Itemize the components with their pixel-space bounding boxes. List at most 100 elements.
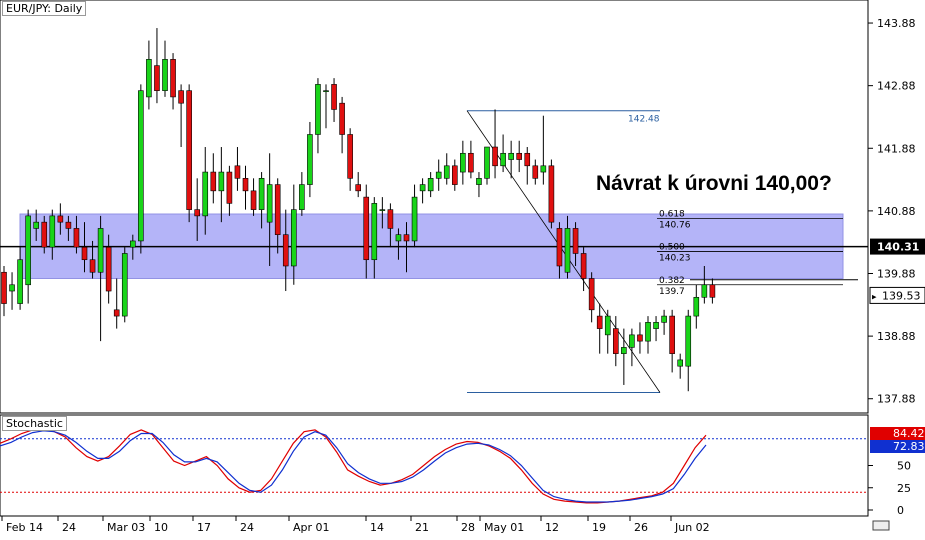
x-axis-tick-label: 24 bbox=[62, 521, 76, 534]
candle-body bbox=[427, 178, 434, 192]
candle-body bbox=[347, 134, 353, 179]
candle-body bbox=[669, 315, 675, 354]
x-axis-tick-label: 17 bbox=[197, 521, 211, 534]
candle-body bbox=[524, 152, 531, 167]
candle-body bbox=[403, 234, 410, 242]
annotation-text: Návrat k úrovni 140,00? bbox=[596, 172, 832, 195]
x-axis-tick-label: 28 bbox=[461, 521, 475, 534]
fib-price-label: 139.7 bbox=[659, 287, 685, 297]
scroll-icon bbox=[872, 520, 890, 531]
fib-trend-line bbox=[466, 110, 661, 393]
candle-body bbox=[65, 221, 72, 229]
candle-body bbox=[637, 334, 643, 342]
candle-body bbox=[113, 309, 120, 317]
candle-body bbox=[234, 165, 241, 179]
candle-body bbox=[146, 59, 152, 98]
x-axis-tick-label: 19 bbox=[592, 521, 606, 534]
x-axis-tick-label: 14 bbox=[370, 521, 384, 534]
last-price-label: 139.53 bbox=[882, 289, 921, 302]
candle-body bbox=[315, 84, 321, 135]
last-price-box bbox=[869, 286, 925, 304]
candle-body bbox=[629, 334, 635, 348]
candle-body bbox=[556, 228, 563, 267]
fib-price-label: 140.76 bbox=[659, 220, 691, 230]
current-price-label: 140.31 bbox=[877, 241, 919, 254]
x-axis-tick-label: 12 bbox=[545, 521, 559, 534]
x-axis-tick-label: 26 bbox=[634, 521, 648, 534]
candle-body bbox=[564, 228, 571, 273]
candle-body bbox=[138, 90, 144, 242]
candle-body bbox=[443, 165, 450, 179]
y-axis-tick-label: 139.88 bbox=[877, 267, 916, 280]
candle-body bbox=[709, 284, 716, 298]
candle-body bbox=[419, 184, 426, 192]
candle-body bbox=[282, 234, 289, 267]
candle-body bbox=[435, 171, 442, 179]
candle-body bbox=[476, 178, 482, 185]
candle-body bbox=[25, 215, 31, 286]
fib-high-label: 142.48 bbox=[628, 115, 660, 125]
candle-body bbox=[130, 240, 136, 248]
candle-body bbox=[97, 228, 104, 273]
x-axis-tick-label: 21 bbox=[415, 521, 429, 534]
stochastic-d-label: 72.83 bbox=[893, 440, 925, 453]
candle-body bbox=[170, 59, 176, 98]
candle-body bbox=[492, 146, 498, 167]
x-axis-tick-label: Feb 14 bbox=[6, 521, 43, 534]
candle-body bbox=[460, 152, 466, 173]
candle-body bbox=[508, 152, 514, 160]
candle-body bbox=[154, 65, 160, 91]
stochastic-tick-label: 25 bbox=[897, 482, 911, 495]
candle-body bbox=[202, 171, 209, 217]
stochastic-k-line bbox=[0, 428, 707, 504]
candle-body bbox=[685, 315, 692, 367]
candle-body bbox=[250, 190, 257, 210]
candle-body bbox=[57, 215, 64, 223]
candle-body bbox=[355, 184, 362, 192]
candle-body bbox=[451, 165, 458, 185]
candle-body bbox=[395, 234, 402, 242]
candle-body bbox=[81, 246, 88, 261]
candle-body bbox=[612, 328, 619, 354]
stochastic-d-line bbox=[0, 430, 707, 503]
fib-price-label: 140.23 bbox=[659, 254, 691, 264]
candle-body bbox=[540, 165, 547, 173]
candle-body bbox=[339, 102, 345, 135]
chart-title: EUR/JPY: Daily bbox=[2, 1, 87, 16]
candle-body bbox=[258, 178, 265, 210]
candle-body bbox=[49, 215, 56, 248]
stochastic-tick-label: 50 bbox=[897, 460, 911, 473]
candle-body bbox=[290, 209, 297, 267]
candle-body bbox=[484, 146, 490, 179]
candle-body bbox=[194, 209, 200, 217]
y-axis-tick-label: 140.88 bbox=[877, 205, 916, 218]
candle-body bbox=[645, 322, 651, 342]
candle-body bbox=[548, 165, 555, 223]
x-axis-tick-label: Apr 01 bbox=[293, 521, 330, 534]
candle-body bbox=[701, 284, 708, 298]
candle-body bbox=[89, 259, 96, 273]
candle-body bbox=[186, 90, 192, 210]
candle-body bbox=[299, 184, 305, 210]
x-axis-tick-label: Jun 02 bbox=[674, 521, 710, 534]
candle-body bbox=[387, 209, 394, 229]
current-price-box bbox=[870, 238, 925, 255]
candle-body bbox=[1, 271, 7, 304]
candle-body bbox=[604, 315, 611, 336]
candle-body bbox=[178, 90, 184, 104]
candle-body bbox=[17, 259, 23, 304]
stochastic-title: Stochastic bbox=[2, 416, 67, 431]
y-axis-tick-label: 143.88 bbox=[877, 17, 916, 30]
stochastic-k-box bbox=[870, 427, 925, 440]
candle-body bbox=[468, 152, 474, 173]
candle-body bbox=[661, 315, 667, 323]
candle-body bbox=[121, 253, 128, 317]
y-axis-tick-label: 138.88 bbox=[877, 330, 916, 343]
stochastic-k-label: 84.42 bbox=[893, 427, 925, 440]
candle-body bbox=[105, 246, 112, 292]
candle-body bbox=[242, 178, 249, 192]
candle-body bbox=[516, 152, 523, 160]
y-axis-tick-label: 142.88 bbox=[877, 80, 916, 93]
